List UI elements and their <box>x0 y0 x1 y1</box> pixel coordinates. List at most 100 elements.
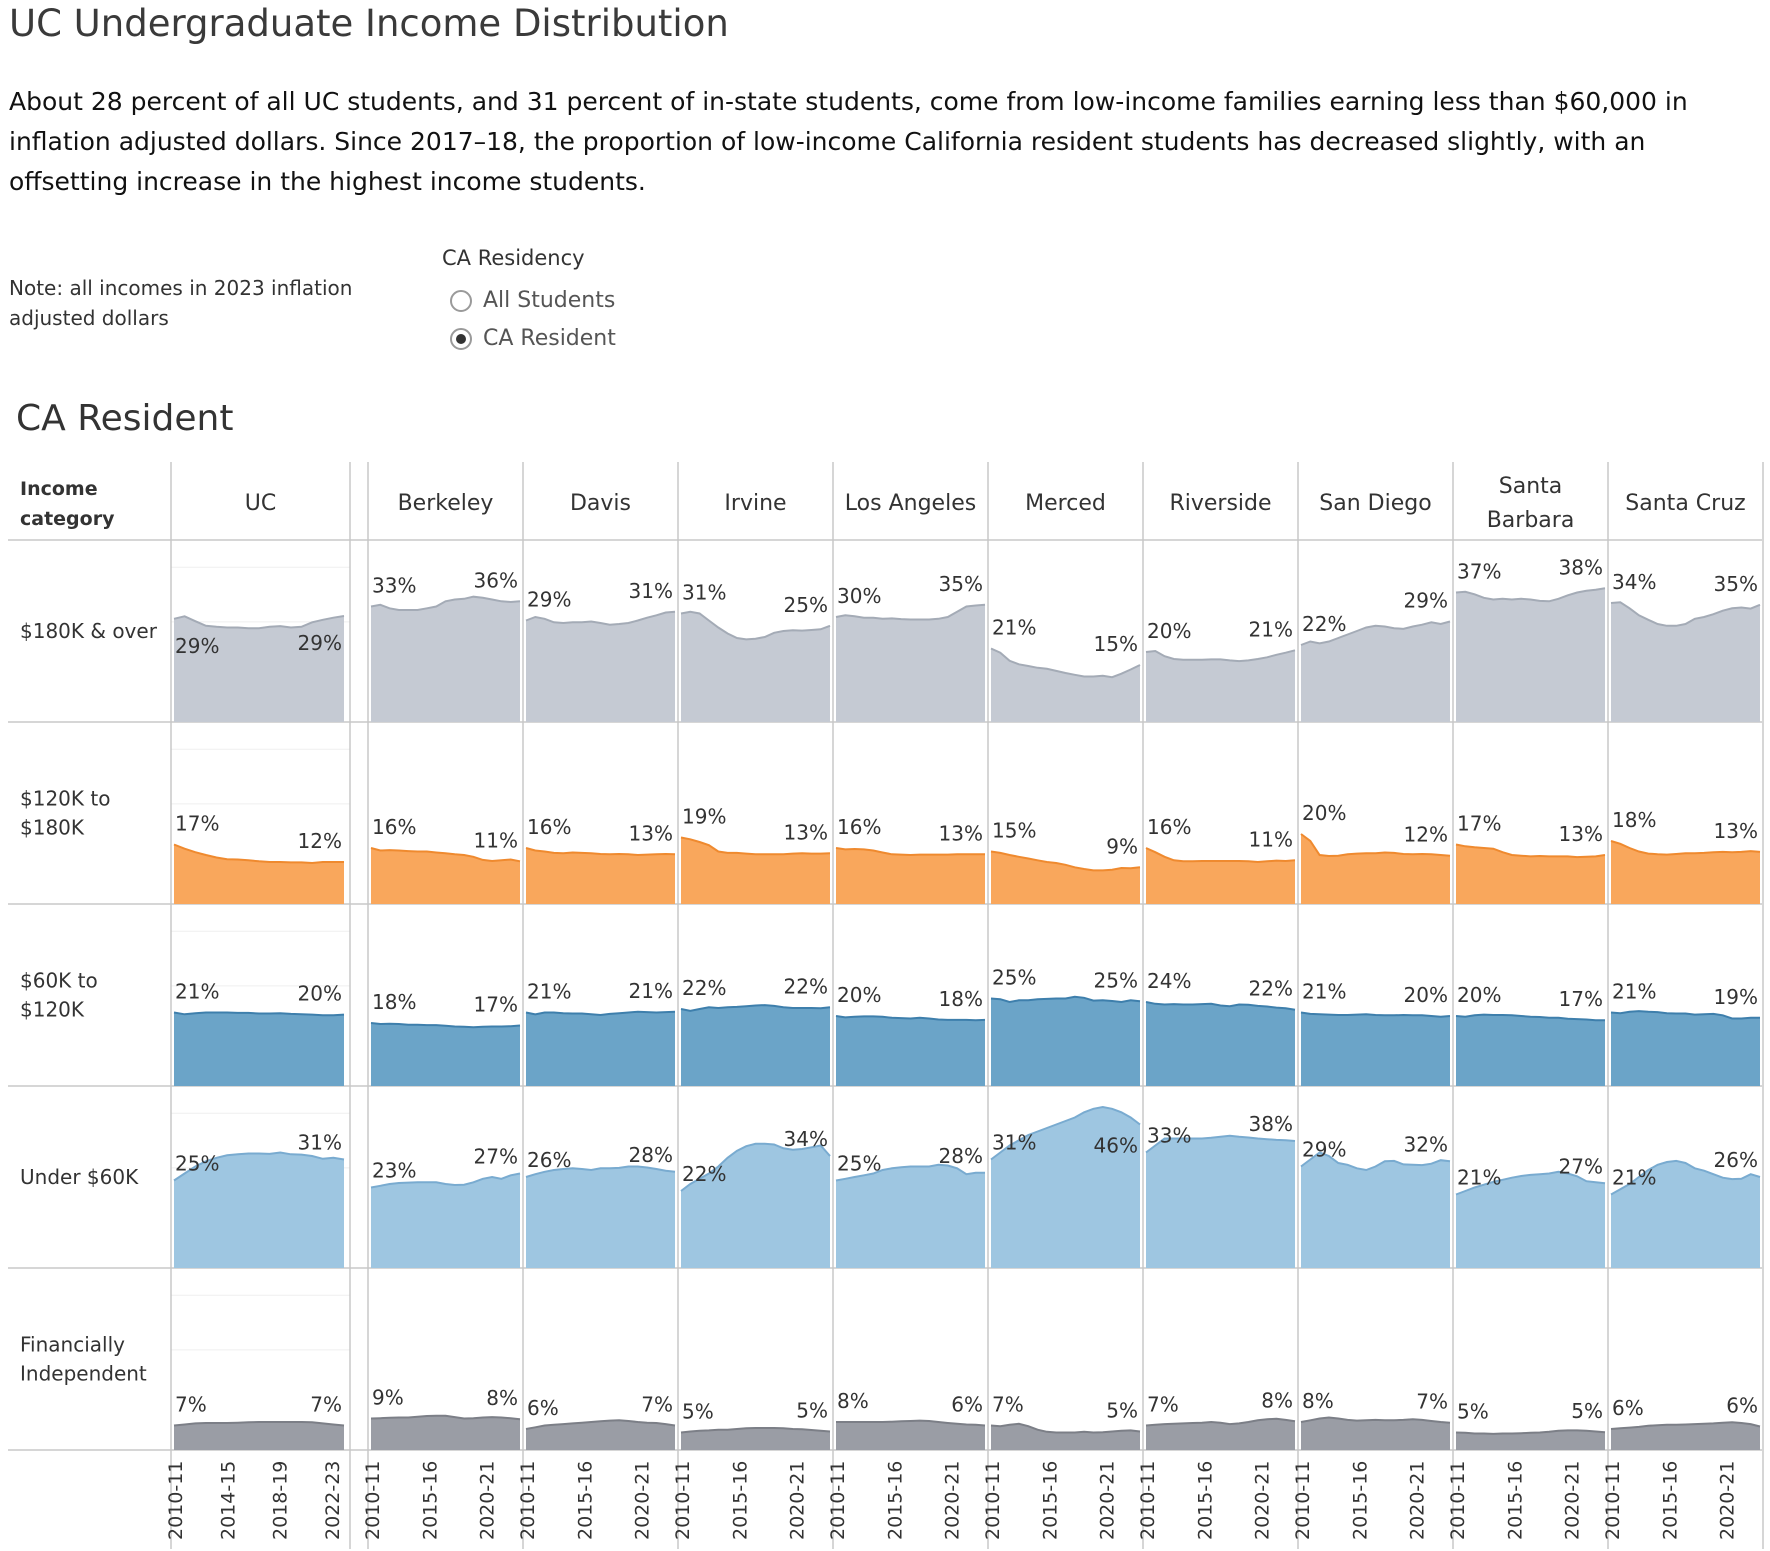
area-mark <box>1301 834 1450 904</box>
data-label-last: 29% <box>1404 589 1448 613</box>
data-label-last: 12% <box>1404 823 1448 847</box>
data-label-last: 8% <box>1261 1388 1293 1412</box>
x-tick-label: 2010-11 <box>982 1461 1004 1540</box>
area-line <box>173 1011 345 1017</box>
data-label-first: 8% <box>1302 1389 1334 1413</box>
area-mark <box>991 648 1140 722</box>
area-line <box>1610 1010 1760 1020</box>
data-label-first: 20% <box>1302 801 1346 825</box>
row-label: $180K & over <box>20 619 158 643</box>
data-label-first: 5% <box>1457 1400 1489 1424</box>
data-label-first: 25% <box>175 1152 219 1176</box>
campus-header: Merced <box>1025 491 1106 516</box>
campus-header: Santa <box>1499 474 1563 499</box>
row-header-label: Income <box>20 478 98 500</box>
area-mark <box>526 1420 675 1450</box>
area-mark <box>1301 1012 1450 1086</box>
data-label-first: 34% <box>1612 570 1656 594</box>
area-line <box>836 1419 986 1427</box>
area-mark <box>1456 1171 1605 1268</box>
area-line <box>1455 843 1606 859</box>
row-label: $120K <box>20 998 85 1022</box>
data-label-first: 29% <box>175 634 219 658</box>
residency-filter-title: CA Residency <box>442 246 585 270</box>
x-tick-label: 2020-21 <box>1252 1461 1274 1540</box>
page-title: UC Undergraduate Income Distribution <box>9 2 729 45</box>
area-mark <box>1146 650 1295 722</box>
area-line <box>173 1151 345 1182</box>
data-label-last: 7% <box>1416 1390 1448 1414</box>
data-label-last: 5% <box>1106 1398 1138 1422</box>
campus-header: Barbara <box>1487 508 1575 533</box>
area-line <box>173 615 345 630</box>
data-label-last: 19% <box>1714 985 1758 1009</box>
data-label-last: 6% <box>951 1393 983 1417</box>
area-mark <box>991 1107 1140 1268</box>
data-label-first: 22% <box>682 976 726 1000</box>
data-label-last: 7% <box>641 1393 673 1417</box>
data-label-last: 13% <box>784 820 828 844</box>
data-label-first: 30% <box>837 584 881 608</box>
data-label-first: 25% <box>992 966 1036 990</box>
area-mark <box>1611 602 1760 722</box>
data-label-last: 15% <box>1094 632 1138 656</box>
data-label-first: 21% <box>1612 1166 1656 1190</box>
area-mark <box>174 844 344 904</box>
area-line <box>680 1004 831 1012</box>
radio-circle-icon[interactable] <box>450 289 472 312</box>
x-tick-label: 2020-21 <box>1407 1461 1429 1540</box>
data-label-first: 21% <box>1302 980 1346 1004</box>
row-label: $180K <box>20 816 85 840</box>
area-mark <box>1611 1160 1760 1268</box>
data-label-first: 5% <box>682 1400 714 1424</box>
data-label-first: 16% <box>1147 815 1191 839</box>
data-label-last: 29% <box>298 631 342 655</box>
data-label-last: 22% <box>784 974 828 998</box>
x-tick-label: 2010-11 <box>1292 1461 1314 1540</box>
data-label-first: 9% <box>372 1386 404 1410</box>
area-mark <box>1301 621 1450 722</box>
area-mark <box>1301 1152 1450 1268</box>
data-label-last: 46% <box>1094 1134 1138 1158</box>
x-tick-label: 2022-23 <box>322 1461 344 1540</box>
campus-header: Berkeley <box>398 491 494 516</box>
area-line <box>1145 1001 1296 1011</box>
area-line <box>990 995 1141 1004</box>
area-line <box>370 595 521 611</box>
area-mark <box>1456 588 1605 722</box>
x-tick-label: 2010-11 <box>1447 1461 1469 1540</box>
area-mark <box>174 1012 344 1086</box>
data-label-last: 28% <box>939 1144 983 1168</box>
area-mark <box>526 1166 675 1268</box>
area-line <box>525 1419 676 1430</box>
x-tick-label: 2018-19 <box>270 1461 292 1540</box>
data-label-first: 21% <box>1457 1166 1501 1190</box>
data-label-first: 19% <box>682 805 726 829</box>
area-line <box>835 1015 986 1022</box>
data-label-first: 16% <box>837 815 881 839</box>
area-mark <box>836 848 985 904</box>
data-label-last: 20% <box>1404 983 1448 1007</box>
x-tick-label: 2010-11 <box>1602 1461 1624 1540</box>
data-label-first: 22% <box>1302 612 1346 636</box>
data-label-first: 20% <box>1147 619 1191 643</box>
radio-ca-resident[interactable]: CA Resident <box>450 326 616 351</box>
x-tick-label: 2015-16 <box>1659 1461 1681 1540</box>
data-label-first: 24% <box>1147 969 1191 993</box>
radio-all-students-label[interactable]: All Students <box>483 288 616 313</box>
row-label: $120K to <box>20 787 110 811</box>
data-label-last: 12% <box>298 829 342 853</box>
chart-subtitle: CA Resident <box>16 398 234 439</box>
x-tick-label: 2020-21 <box>942 1461 964 1540</box>
radio-ca-resident-label[interactable]: CA Resident <box>483 326 616 351</box>
data-label-first: 16% <box>372 815 416 839</box>
row-header-label: category <box>20 508 115 530</box>
area-mark <box>371 848 520 904</box>
area-mark <box>174 1152 344 1268</box>
radio-selected-icon[interactable] <box>450 327 472 350</box>
data-label-last: 21% <box>629 979 673 1003</box>
radio-all-students[interactable]: All Students <box>450 288 615 313</box>
area-mark <box>681 1428 830 1450</box>
data-label-last: 35% <box>939 572 983 596</box>
